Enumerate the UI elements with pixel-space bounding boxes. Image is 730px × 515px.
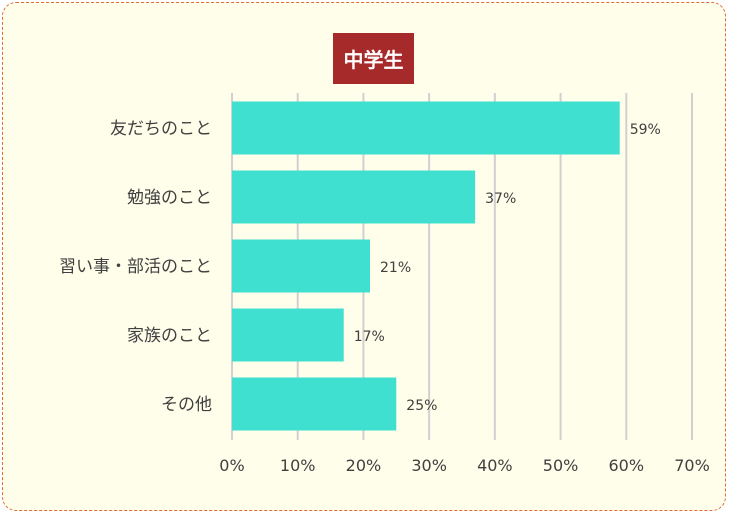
x-tick-label: 30%: [411, 456, 447, 475]
x-tick-label: 70%: [674, 456, 710, 475]
bar: [232, 170, 476, 224]
bar: [232, 308, 344, 362]
data-label: 59%: [630, 122, 661, 138]
x-tick-label: 60%: [609, 456, 645, 475]
category-label: 家族のこと: [127, 326, 212, 346]
x-tick-label: 10%: [280, 456, 316, 475]
category-label: 勉強のこと: [127, 188, 212, 208]
x-tick-label: 40%: [477, 456, 513, 475]
x-tick-label: 50%: [543, 456, 579, 475]
bar: [232, 101, 620, 155]
data-label: 17%: [354, 329, 385, 345]
x-tick-label: 20%: [346, 456, 382, 475]
category-label: その他: [161, 395, 212, 415]
category-label: 習い事・部活のこと: [59, 257, 212, 277]
data-label: 21%: [380, 260, 411, 276]
bar: [232, 377, 397, 431]
bar: [232, 239, 370, 293]
category-label: 友だちのこと: [110, 119, 212, 139]
chart-title: 中学生: [333, 33, 414, 84]
x-tick-label: 0%: [219, 456, 244, 475]
bars: [232, 101, 620, 431]
data-labels: 59% 37% 21% 17% 25%: [354, 122, 661, 414]
x-tick-labels: 0% 10% 20% 30% 40% 50% 60% 70%: [219, 456, 709, 475]
data-label: 25%: [406, 398, 437, 414]
data-label: 37%: [485, 191, 516, 207]
